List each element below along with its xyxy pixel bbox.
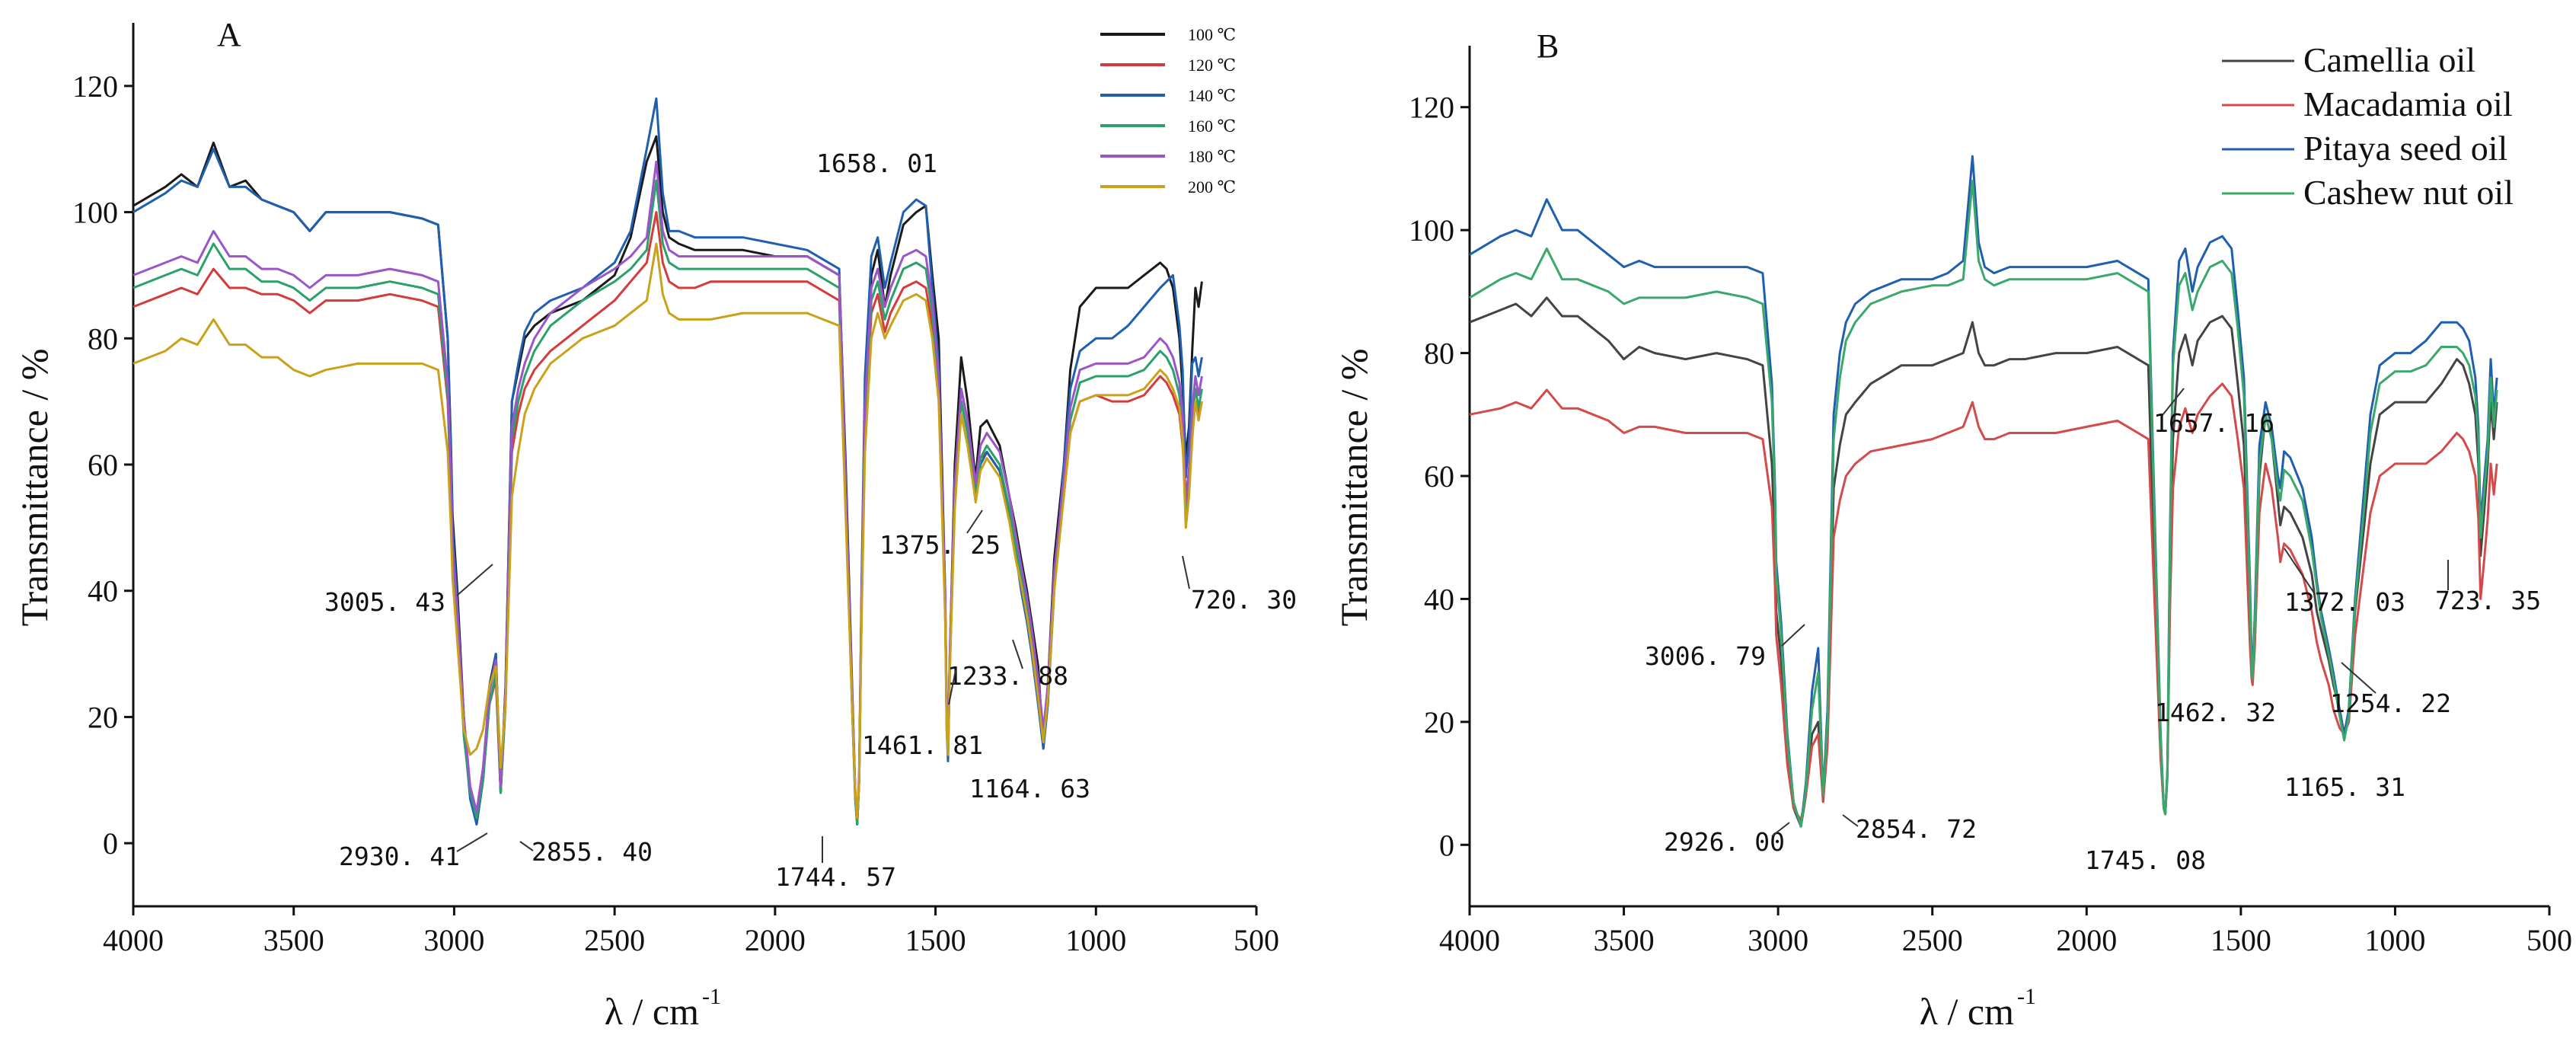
annotation-1372-03: 1372. 03 bbox=[2284, 587, 2405, 617]
leader-3005-43 bbox=[456, 564, 493, 596]
leader-3006-79 bbox=[1781, 624, 1805, 647]
panel-b-annotation-leaders bbox=[1771, 388, 2449, 837]
leader-1233-88 bbox=[1012, 639, 1023, 669]
annotation-3005-43: 3005. 43 bbox=[324, 587, 445, 617]
x-tick-label: 3000 bbox=[1748, 923, 1808, 957]
annotation-1254-22: 1254. 22 bbox=[2330, 688, 2451, 718]
series-line-200 bbox=[132, 242, 1203, 819]
panel-b-x-axis-title: λ / cm bbox=[1920, 990, 2014, 1033]
panel-a-plot: 0 20 40 60 80 100 120 4000 3500 3000 2500 2000 1500 1… bbox=[72, 23, 1279, 957]
legend-label: 100 ℃ bbox=[1188, 25, 1236, 44]
x-tick-label: 1500 bbox=[2211, 923, 2271, 957]
x-tick-label: 1500 bbox=[905, 923, 966, 957]
x-tick-label: 500 bbox=[2527, 923, 2572, 957]
legend-label: Cashew nut oil bbox=[2303, 173, 2514, 212]
legend-label: 180 ℃ bbox=[1188, 147, 1236, 166]
legend-label: 140 ℃ bbox=[1188, 86, 1236, 105]
y-tick-label: 100 bbox=[72, 196, 118, 230]
annotation-1375-25: 1375. 25 bbox=[879, 530, 1001, 560]
annotation-2854-72: 2854. 72 bbox=[1856, 814, 1977, 844]
panel-b-plot: 0 20 40 60 80 100 120 4000 3500 3000 2500 2000 1500 1… bbox=[1409, 46, 2572, 957]
y-tick-label: 40 bbox=[88, 574, 118, 609]
annotation-1658-01: 1658. 01 bbox=[816, 149, 937, 178]
x-tick-label: 3500 bbox=[1594, 923, 1655, 957]
annotation-3006-79: 3006. 79 bbox=[1645, 641, 1766, 671]
panel-b-x-axis-title-superscript: -1 bbox=[2017, 984, 2036, 1009]
leader-1375-25 bbox=[966, 510, 983, 534]
annotation-2930-41: 2930. 41 bbox=[339, 842, 460, 871]
annotation-1233-88: 1233. 88 bbox=[947, 661, 1068, 691]
y-tick-label: 120 bbox=[1409, 91, 1454, 125]
y-tick-label: 20 bbox=[88, 700, 118, 734]
annotation-723-35: 723. 35 bbox=[2435, 586, 2541, 615]
y-tick-label: 20 bbox=[1424, 705, 1454, 740]
x-tick-label: 2500 bbox=[1902, 923, 1963, 957]
panel-b-label: B bbox=[1537, 27, 1559, 65]
y-tick-label: 80 bbox=[88, 321, 118, 356]
leader-2926-00 bbox=[1771, 822, 1790, 837]
panel-a-x-axis-title-superscript: -1 bbox=[702, 984, 721, 1009]
x-tick-label: 4000 bbox=[103, 923, 164, 957]
annotation-1165-31: 1165. 31 bbox=[2284, 772, 2405, 802]
y-tick-label: 0 bbox=[1439, 828, 1454, 862]
x-tick-label: 4000 bbox=[1439, 923, 1500, 957]
panel-b-legend: Camellia oil Macadamia oil Pitaya seed oil… bbox=[2222, 40, 2514, 212]
x-tick-label: 3500 bbox=[263, 923, 324, 957]
legend-label: 120 ℃ bbox=[1188, 56, 1236, 75]
x-tick-label: 2000 bbox=[2056, 923, 2117, 957]
x-tick-label: 1000 bbox=[2364, 923, 2425, 957]
leader-1657-16 bbox=[2162, 388, 2185, 416]
panel-b-y-axis-title: Transmittance / % bbox=[1333, 349, 1375, 627]
x-tick-label: 2500 bbox=[584, 923, 645, 957]
legend-label: Pitaya seed oil bbox=[2303, 129, 2507, 168]
y-tick-label: 80 bbox=[1424, 337, 1454, 371]
panel-a-legend: 100 ℃ 120 ℃ 140 ℃ 160 ℃ 180 ℃ 200 ℃ bbox=[1100, 25, 1236, 196]
x-tick-label: 1000 bbox=[1065, 923, 1126, 957]
x-tick-label: 3000 bbox=[423, 923, 484, 957]
panel-a-annotation-leaders bbox=[456, 510, 1190, 863]
leader-1461-81 bbox=[948, 669, 956, 705]
panel-b: B 0 20 40 60 80 100 120 4000 3500 3000 2500 2000 150… bbox=[1333, 27, 2572, 1033]
annotation-1461-81: 1461. 81 bbox=[862, 730, 983, 760]
series-line-camellia-oil bbox=[1469, 296, 2498, 828]
y-tick-label: 60 bbox=[1424, 459, 1454, 494]
x-tick-label: 500 bbox=[1234, 923, 1279, 957]
y-tick-label: 120 bbox=[72, 69, 118, 104]
panel-a-x-axis-title: λ / cm bbox=[605, 990, 699, 1033]
legend-label: Macadamia oil bbox=[2303, 85, 2513, 123]
x-tick-label: 2000 bbox=[745, 923, 806, 957]
annotation-720-30: 720. 30 bbox=[1191, 585, 1297, 615]
legend-label: 200 ℃ bbox=[1188, 177, 1236, 196]
annotation-1744-57: 1744. 57 bbox=[775, 862, 896, 892]
annotation-2855-40: 2855. 40 bbox=[531, 837, 653, 867]
leader-1372-03 bbox=[2284, 548, 2316, 595]
y-tick-label: 40 bbox=[1424, 582, 1454, 616]
leader-2855-40 bbox=[519, 841, 534, 851]
y-tick-label: 60 bbox=[88, 448, 118, 482]
series-line-pitaya-seed-oil bbox=[1469, 155, 2498, 828]
leader-1254-22 bbox=[2341, 662, 2376, 694]
annotation-1657-16: 1657. 16 bbox=[2153, 408, 2274, 438]
leader-720-30 bbox=[1182, 555, 1190, 589]
legend-label: 160 ℃ bbox=[1188, 117, 1236, 136]
annotation-1462-32: 1462. 32 bbox=[2155, 698, 2276, 727]
panel-a: A 0 20 40 60 80 100 120 4000 3500 3000 2500 2000 150… bbox=[13, 16, 1297, 1033]
panel-a-y-axis-title: Transmittance / % bbox=[13, 349, 56, 627]
legend-label: Camellia oil bbox=[2303, 40, 2475, 79]
leader-2854-72 bbox=[1842, 814, 1859, 827]
y-tick-label: 100 bbox=[1409, 213, 1454, 248]
annotation-2926-00: 2926. 00 bbox=[1664, 827, 1785, 857]
annotation-1745-08: 1745. 08 bbox=[2085, 845, 2206, 875]
leader-2930-41 bbox=[456, 832, 488, 852]
annotation-1164-63: 1164. 63 bbox=[969, 774, 1090, 803]
series-line-cashew-nut-oil bbox=[1469, 180, 2498, 828]
panel-a-label: A bbox=[217, 16, 241, 53]
y-tick-label: 0 bbox=[103, 826, 118, 861]
